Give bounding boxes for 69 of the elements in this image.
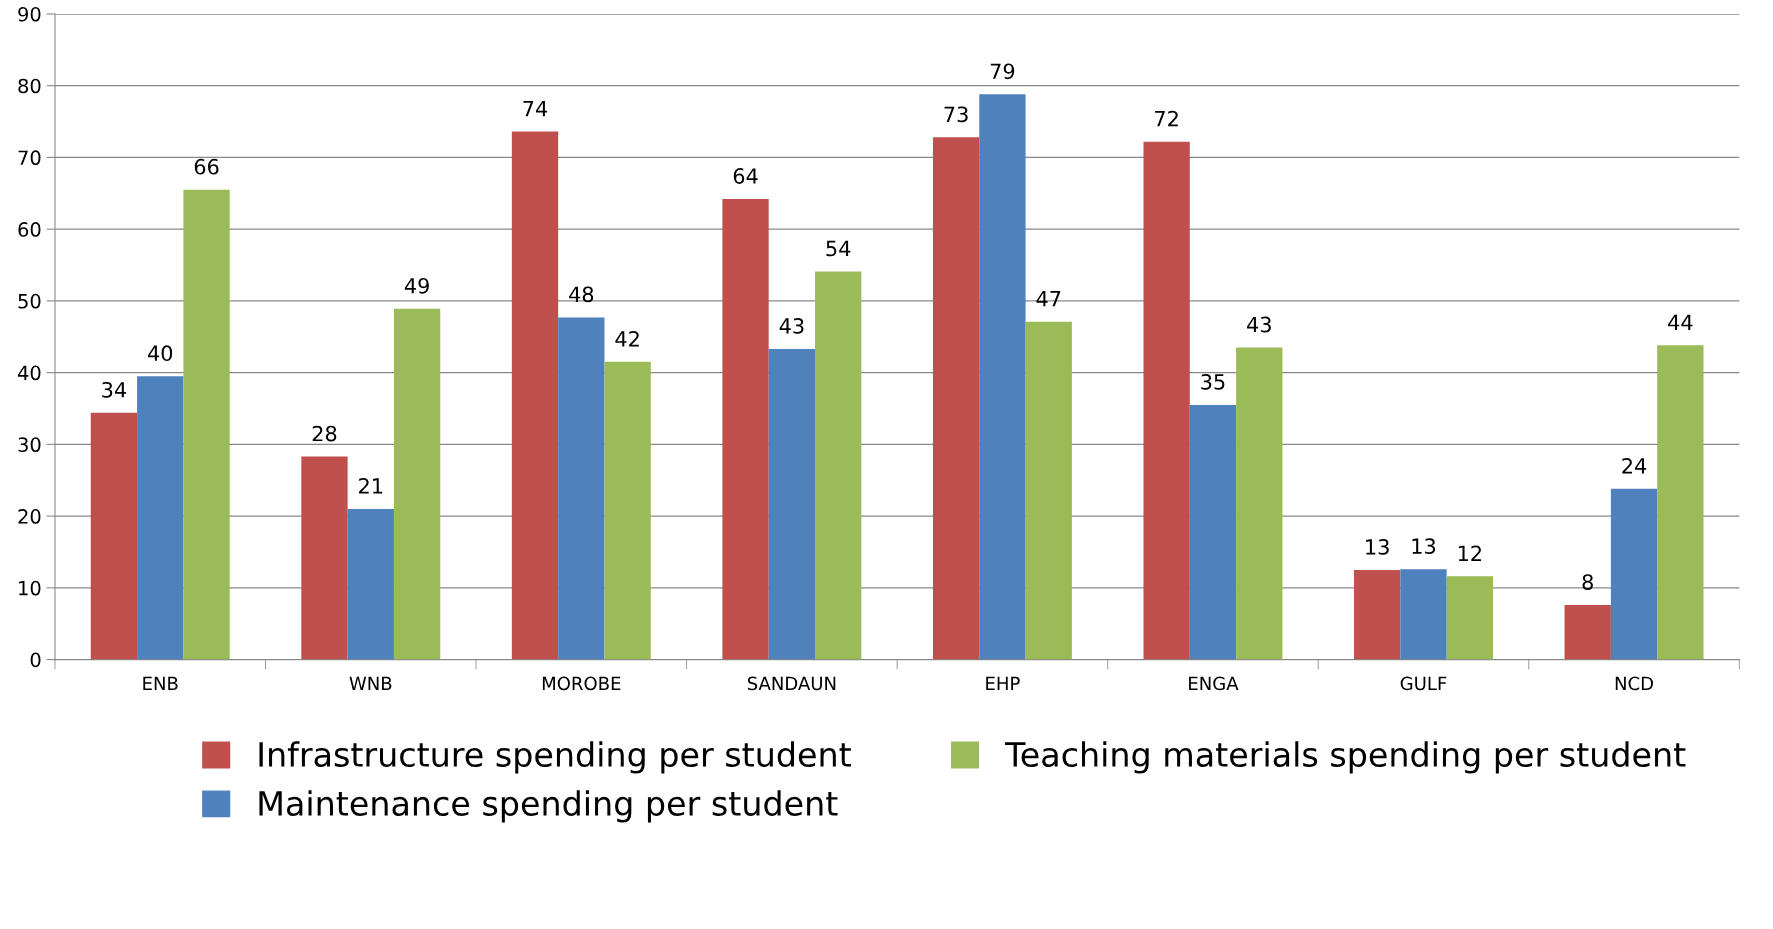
data-label: 43	[779, 318, 804, 334]
bar	[1657, 345, 1704, 660]
legend-label: Teaching materials spending per student	[1004, 741, 1686, 774]
bar	[1400, 569, 1447, 660]
data-label: 28	[312, 425, 337, 442]
bar	[1189, 404, 1237, 660]
data-label: 74	[523, 100, 548, 117]
bar	[768, 348, 816, 660]
x-tick-label: NCD	[1615, 676, 1653, 691]
bar	[1564, 605, 1611, 660]
bar	[815, 271, 862, 660]
data-label: 73	[944, 106, 968, 123]
y-tick-label: 0	[30, 652, 41, 668]
bar	[932, 137, 980, 660]
y-tick-label: 50	[18, 293, 41, 309]
bar	[347, 508, 394, 660]
x-tick-label: GULF	[1400, 676, 1447, 691]
data-label: 64	[733, 168, 758, 184]
data-label: 49	[404, 277, 429, 294]
bar	[558, 317, 605, 660]
x-tick-label: EHP	[986, 676, 1020, 690]
bar	[301, 456, 348, 660]
data-label: 54	[826, 240, 851, 257]
y-tick-label: 90	[18, 6, 41, 22]
x-tick-label: MOROBE	[542, 676, 621, 691]
data-label: 8	[1582, 574, 1593, 590]
data-label: 40	[148, 345, 173, 362]
x-tick-label: WNB	[349, 676, 392, 690]
y-tick-label: 30	[18, 437, 41, 453]
x-tick-label: SANDAUN	[747, 676, 836, 691]
data-label: 48	[569, 286, 594, 303]
data-label: 66	[194, 158, 219, 175]
data-label: 12	[1458, 545, 1481, 561]
y-tick-label: 10	[19, 580, 41, 596]
data-label: 47	[1036, 291, 1061, 307]
bar	[1610, 488, 1658, 660]
data-label: 42	[615, 330, 639, 347]
data-label: 35	[1201, 374, 1225, 390]
data-label: 72	[1155, 110, 1178, 127]
y-tick-label: 70	[18, 150, 41, 166]
data-label: 24	[1622, 457, 1647, 474]
y-tick-label: 40	[17, 365, 41, 381]
bar	[1236, 347, 1283, 660]
bar	[722, 199, 769, 660]
bar	[1446, 576, 1493, 660]
bar	[90, 412, 138, 660]
data-label: 21	[359, 478, 383, 494]
bar	[393, 308, 441, 660]
legend-label: Infrastructure spending per student	[259, 741, 851, 774]
legend-label: Maintenance spending per student	[259, 790, 838, 823]
bar	[1354, 569, 1401, 660]
data-label: 43	[1247, 316, 1271, 333]
bar	[604, 361, 651, 660]
y-tick-label: 60	[18, 222, 41, 237]
data-label: 34	[102, 381, 126, 398]
bar	[1143, 141, 1190, 660]
data-label: 13	[1366, 539, 1389, 555]
data-label: 13	[1412, 538, 1436, 555]
bar	[1025, 321, 1072, 660]
bar	[511, 131, 559, 660]
x-tick-label: ENGA	[1189, 676, 1239, 691]
y-tick-label: 80	[18, 78, 41, 94]
data-label: 79	[990, 63, 1015, 80]
data-label: 44	[1668, 314, 1693, 330]
x-tick-label: ENB	[143, 676, 178, 690]
y-tick-label: 20	[18, 509, 41, 524]
bar	[183, 189, 230, 660]
bar	[137, 376, 184, 660]
bar	[979, 94, 1026, 660]
